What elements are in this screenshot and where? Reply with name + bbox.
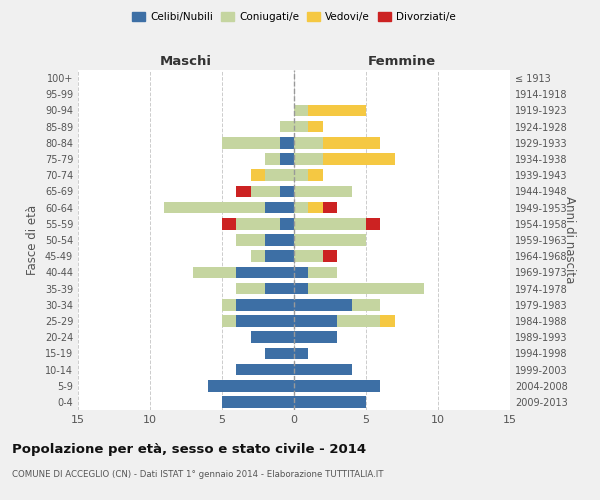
Legend: Celibi/Nubili, Coniugati/e, Vedovi/e, Divorziati/e: Celibi/Nubili, Coniugati/e, Vedovi/e, Di… bbox=[128, 8, 460, 26]
Bar bbox=[236, 234, 265, 246]
Bar bbox=[294, 121, 308, 132]
Bar bbox=[294, 202, 308, 213]
Bar bbox=[294, 396, 366, 407]
Bar bbox=[280, 121, 294, 132]
Bar bbox=[222, 218, 236, 230]
Bar bbox=[294, 282, 308, 294]
Bar bbox=[251, 186, 280, 198]
Bar bbox=[222, 396, 294, 407]
Y-axis label: Anni di nascita: Anni di nascita bbox=[563, 196, 576, 284]
Bar bbox=[236, 315, 294, 327]
Bar bbox=[294, 234, 366, 246]
Bar bbox=[352, 299, 380, 310]
Text: Popolazione per età, sesso e stato civile - 2014: Popolazione per età, sesso e stato civil… bbox=[12, 442, 366, 456]
Bar bbox=[380, 315, 395, 327]
Bar bbox=[236, 186, 251, 198]
Bar bbox=[251, 250, 265, 262]
Bar bbox=[236, 282, 265, 294]
Bar bbox=[265, 170, 294, 181]
Bar bbox=[222, 137, 280, 148]
Bar bbox=[308, 104, 366, 117]
Bar bbox=[280, 153, 294, 165]
Bar bbox=[294, 332, 337, 343]
Bar bbox=[294, 137, 323, 148]
Bar bbox=[222, 299, 236, 310]
Bar bbox=[265, 202, 294, 213]
Bar bbox=[193, 266, 236, 278]
Bar bbox=[208, 380, 294, 392]
Bar bbox=[251, 170, 265, 181]
Bar bbox=[294, 348, 308, 359]
Bar bbox=[294, 186, 352, 198]
Bar bbox=[294, 250, 323, 262]
Bar bbox=[294, 380, 380, 392]
Bar bbox=[280, 218, 294, 230]
Bar bbox=[323, 137, 380, 148]
Bar bbox=[308, 266, 337, 278]
Bar bbox=[337, 315, 380, 327]
Bar bbox=[366, 218, 380, 230]
Bar bbox=[222, 315, 236, 327]
Bar bbox=[308, 282, 424, 294]
Bar bbox=[265, 153, 280, 165]
Bar bbox=[308, 121, 323, 132]
Y-axis label: Fasce di età: Fasce di età bbox=[26, 205, 39, 275]
Bar bbox=[308, 170, 323, 181]
Bar bbox=[294, 315, 337, 327]
Text: Maschi: Maschi bbox=[160, 54, 212, 68]
Bar bbox=[294, 364, 352, 376]
Bar bbox=[294, 153, 323, 165]
Bar bbox=[265, 250, 294, 262]
Bar bbox=[294, 170, 308, 181]
Bar bbox=[323, 153, 395, 165]
Bar bbox=[236, 299, 294, 310]
Bar bbox=[265, 282, 294, 294]
Bar bbox=[265, 348, 294, 359]
Text: Femmine: Femmine bbox=[368, 54, 436, 68]
Bar bbox=[280, 137, 294, 148]
Bar bbox=[308, 202, 323, 213]
Bar bbox=[265, 234, 294, 246]
Bar bbox=[236, 266, 294, 278]
Bar bbox=[323, 250, 337, 262]
Bar bbox=[294, 104, 308, 117]
Bar bbox=[294, 299, 352, 310]
Bar bbox=[294, 266, 308, 278]
Text: COMUNE DI ACCEGLIO (CN) - Dati ISTAT 1° gennaio 2014 - Elaborazione TUTTITALIA.I: COMUNE DI ACCEGLIO (CN) - Dati ISTAT 1° … bbox=[12, 470, 383, 479]
Bar bbox=[236, 364, 294, 376]
Bar bbox=[236, 218, 280, 230]
Bar bbox=[251, 332, 294, 343]
Bar bbox=[294, 218, 366, 230]
Bar bbox=[164, 202, 265, 213]
Bar bbox=[280, 186, 294, 198]
Bar bbox=[323, 202, 337, 213]
